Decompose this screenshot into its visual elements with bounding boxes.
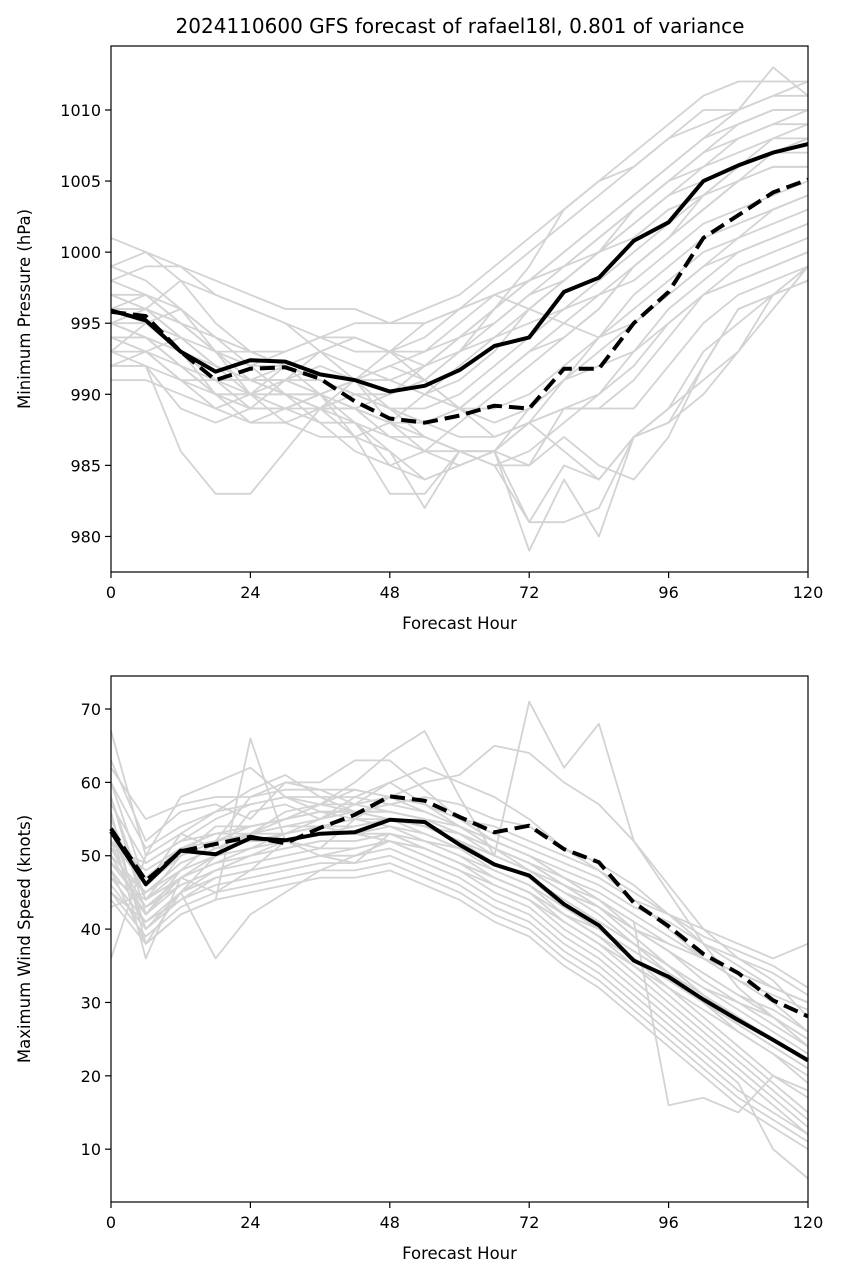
pressure-x-tick-label: 48 — [380, 583, 400, 602]
pressure-ensemble-lines — [110, 66, 809, 552]
wind-y-tick-label: 60 — [81, 773, 101, 792]
pressure-ensemble-member-9 — [110, 165, 808, 467]
pressure-ensemble-member-23 — [111, 279, 809, 524]
wind-panel: 0 24 48 72 96 120 10 20 30 40 50 60 70 Forecast Hour… — [15, 675, 824, 1263]
pressure-ensemble-member-16 — [110, 222, 809, 467]
pressure-plot-frame — [110, 45, 809, 573]
pressure-x-tick-label: 96 — [658, 583, 678, 602]
pressure-ensemble-member-30 — [111, 137, 809, 424]
pressure-y-tick-label: 995 — [70, 314, 101, 333]
pressure-ensemble-member-19 — [111, 251, 809, 467]
figure-title: 2024110600 GFS forecast of rafael18l, 0.… — [176, 14, 745, 38]
wind-x-tick-label: 24 — [240, 1213, 260, 1232]
pressure-ensemble-member-25 — [111, 265, 809, 481]
pressure-ensemble-member-28 — [110, 66, 809, 410]
pressure-solid-line — [110, 142, 809, 394]
wind-y-tick-label: 20 — [81, 1067, 101, 1086]
wind-ensemble-lines — [110, 700, 809, 1180]
wind-y-tick-label: 10 — [81, 1140, 101, 1159]
pressure-ensemble-member-29 — [110, 109, 808, 438]
pressure-y-tick-label: 1000 — [60, 243, 101, 262]
wind-x-tick-label: 0 — [106, 1213, 116, 1232]
wind-ensemble-member-31 — [110, 825, 809, 1062]
wind-plot-frame — [110, 675, 809, 1203]
pressure-x-tick-label: 72 — [519, 583, 539, 602]
wind-x-tick-label: 120 — [793, 1213, 824, 1232]
wind-x-axis-label: Forecast Hour — [402, 1244, 517, 1263]
pressure-dashed-line — [110, 177, 809, 425]
wind-ensemble-member-7 — [110, 796, 809, 1070]
pressure-y-axis-label: Minimum Pressure (hPa) — [15, 209, 34, 409]
pressure-y-tick-label: 1005 — [60, 172, 101, 191]
wind-ensemble-member-29 — [110, 796, 809, 1033]
wind-ensemble-member-21 — [110, 781, 809, 996]
wind-ensemble-member-16 — [110, 862, 809, 1143]
pressure-ensemble-member-5 — [110, 109, 809, 353]
wind-y-tick-label: 50 — [81, 847, 101, 866]
pressure-y-tick-label: 990 — [70, 385, 101, 404]
wind-ensemble-member-6 — [110, 700, 809, 1048]
wind-x-tick-label: 96 — [658, 1213, 678, 1232]
pressure-ensemble-member-6 — [110, 123, 808, 396]
pressure-ensemble-member-17 — [111, 237, 809, 438]
wind-ensemble-member-15 — [110, 854, 809, 1136]
pressure-ensemble-member-8 — [111, 151, 808, 424]
pressure-ensemble-member-27 — [111, 123, 809, 410]
wind-y-tick-label: 30 — [81, 993, 101, 1012]
pressure-main-series — [110, 142, 809, 425]
wind-ensemble-member-1 — [110, 730, 809, 1018]
pressure-y-tick-label: 980 — [70, 527, 101, 546]
wind-x-tick-label: 72 — [519, 1213, 539, 1232]
wind-y-axis-label: Maximum Wind Speed (knots) — [15, 815, 34, 1063]
wind-main-series — [109, 794, 810, 1063]
pressure-panel: 0 24 48 72 96 120 980 985 990 995 1000 1005 1010 For… — [15, 45, 824, 633]
wind-y-tick-label: 70 — [81, 700, 101, 719]
wind-solid-line — [109, 817, 810, 1063]
wind-ensemble-member-27 — [110, 832, 809, 1062]
pressure-axes: 0 24 48 72 96 120 980 985 990 995 1000 1005 1010 — [60, 45, 824, 602]
wind-ensemble-member-32 — [110, 832, 809, 1055]
wind-ensemble-member-26 — [110, 737, 809, 1070]
wind-dashed-line — [109, 794, 809, 1019]
wind-ensemble-member-17 — [110, 869, 809, 1150]
pressure-x-tick-label: 24 — [240, 583, 260, 602]
wind-ensemble-member-25 — [110, 826, 809, 1077]
pressure-y-tick-label: 985 — [70, 456, 101, 475]
wind-axes: 0 24 48 72 96 120 10 20 30 40 50 60 70 — [81, 675, 824, 1232]
wind-ensemble-member-5 — [110, 781, 809, 1062]
wind-ensemble-member-22 — [110, 767, 809, 960]
pressure-x-tick-label: 0 — [106, 583, 116, 602]
wind-ensemble-member-3 — [110, 774, 809, 1004]
wind-x-tick-label: 48 — [380, 1213, 400, 1232]
wind-y-tick-label: 40 — [81, 920, 101, 939]
pressure-y-tick-label: 1010 — [60, 101, 101, 120]
wind-ensemble-member-33 — [110, 810, 809, 1114]
pressure-x-tick-label: 120 — [793, 583, 824, 602]
pressure-x-axis-label: Forecast Hour — [402, 614, 517, 633]
